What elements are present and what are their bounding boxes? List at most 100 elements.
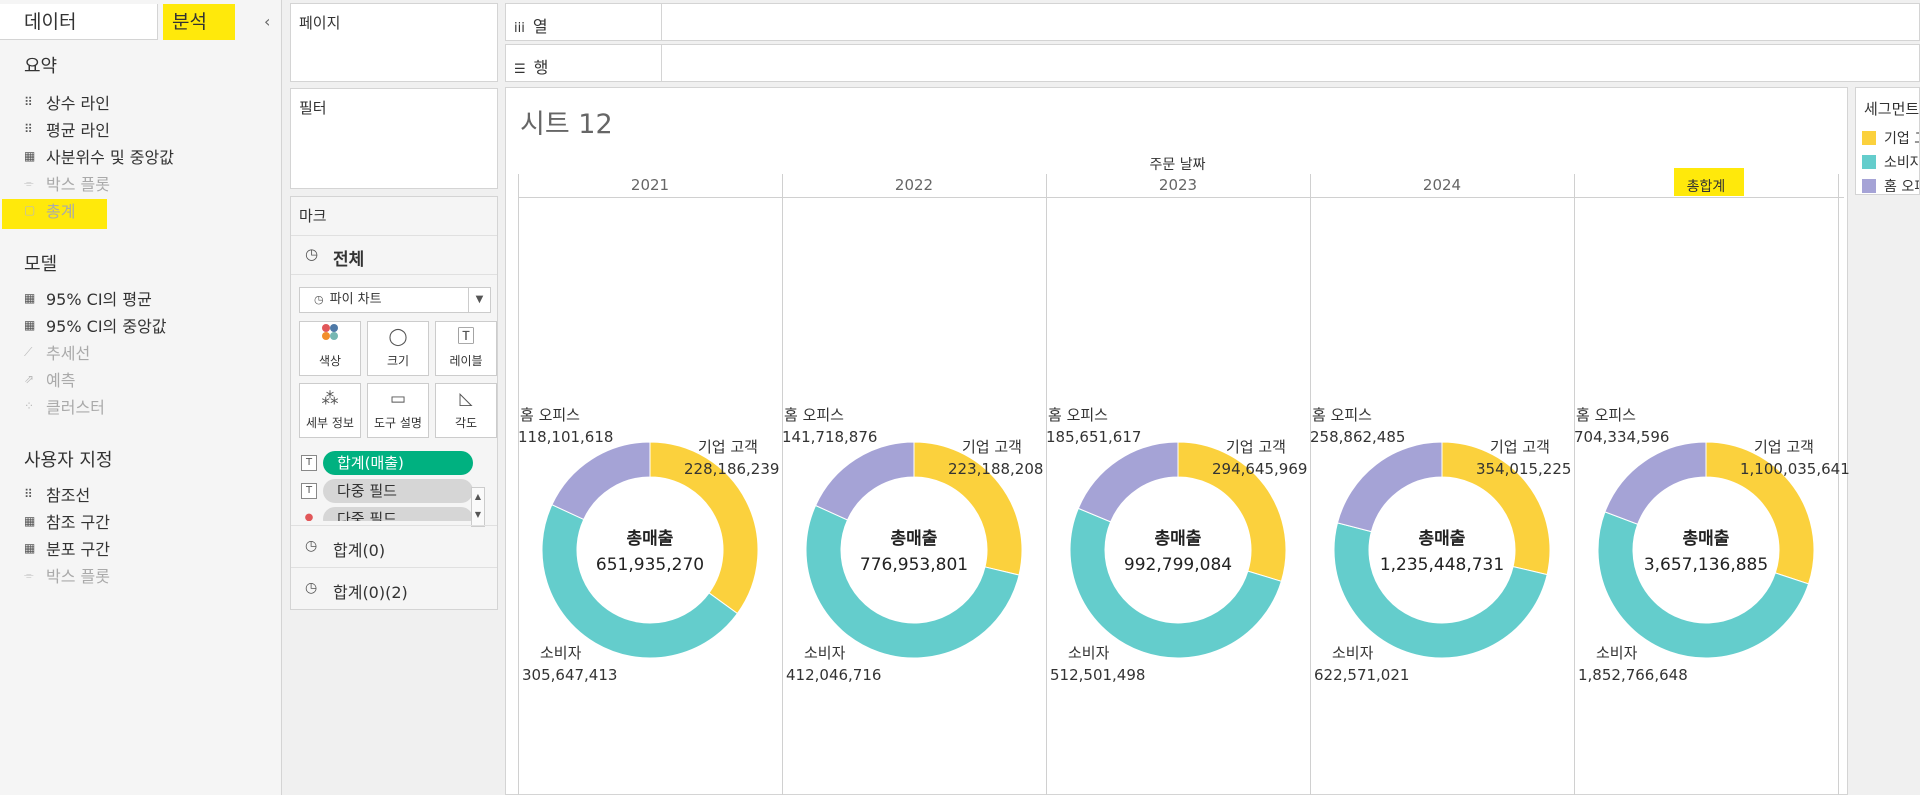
column-header[interactable]: 총합계 xyxy=(1686,179,1726,195)
legend-item[interactable]: 기업 고객 xyxy=(1862,128,1919,148)
analytics-item[interactable]: ▦ 참조 구간 xyxy=(24,509,110,533)
angle-icon: ◺ xyxy=(459,389,473,409)
mark-type-dropdown[interactable]: ◷ 파이 차트 ▼ xyxy=(299,287,491,313)
analytics-item[interactable]: ⌯ 박스 플롯 xyxy=(24,171,110,195)
measure-tab[interactable]: ◷ 합계(0) xyxy=(291,525,497,567)
legend-swatch xyxy=(1862,131,1876,145)
legend-item-label: 기업 고객 xyxy=(1884,131,1919,147)
slice-category-label: 소비자 xyxy=(1332,644,1374,662)
donut-slice[interactable] xyxy=(1077,441,1179,523)
donut-slice[interactable] xyxy=(541,504,739,659)
rows-shelf-text: 행 xyxy=(533,58,549,77)
donut-slice[interactable] xyxy=(649,441,759,615)
analytics-item[interactable]: ⌯ 박스 플롯 xyxy=(24,563,110,587)
column-header[interactable]: 2021 xyxy=(630,176,670,194)
ci-median-icon: ▦ xyxy=(24,318,36,332)
pie-mark-icon: ◷ xyxy=(305,580,318,596)
column-pill[interactable]: 합계(0) xyxy=(869,8,1067,36)
analytics-item-label: 추세선 xyxy=(46,344,91,363)
color-legend[interactable]: 세그먼트 기업 고객 소비자 홈 오피스 xyxy=(1855,87,1920,195)
detail-button-label: 세부 정보 xyxy=(306,416,354,430)
column-pill-label: 합계(0) xyxy=(1083,13,1132,31)
mark-field-row: T 다중 필드 xyxy=(301,479,491,503)
column-header[interactable]: 2022 xyxy=(894,176,934,194)
column-pill[interactable]: ⊞ 년(주문 날짜) xyxy=(663,8,867,36)
legend-item[interactable]: 홈 오피스 xyxy=(1862,176,1919,194)
tooltip-button[interactable]: ▭ 도구 설명 xyxy=(367,383,429,438)
column-divider xyxy=(518,174,519,795)
analytics-item[interactable]: ▦ 사분위수 및 중앙값 xyxy=(24,144,174,168)
donut-center-total: 1,235,448,731 xyxy=(1380,555,1504,575)
ci-mean-icon: ▦ xyxy=(24,291,36,305)
columns-shelf[interactable]: iii 열 ⊞ 년(주문 날짜) 합계(0) 합계(0) xyxy=(505,3,1920,41)
sheet-title[interactable]: 시트 12 xyxy=(520,109,613,140)
donut-slice[interactable] xyxy=(1597,511,1810,659)
column-header[interactable]: 2023 xyxy=(1158,176,1198,194)
legend-item[interactable]: 소비자 xyxy=(1862,152,1919,172)
marks-all-label: 전체 xyxy=(333,250,365,270)
analytics-item-label: 예측 xyxy=(46,371,76,390)
detail-button[interactable]: ⁂ 세부 정보 xyxy=(299,383,361,438)
tab-data[interactable]: 데이터 xyxy=(0,4,158,40)
angle-button[interactable]: ◺ 각도 xyxy=(435,383,497,438)
rows-icon: ☰ xyxy=(514,62,526,77)
box-plot-icon: ⌯ xyxy=(24,567,34,582)
donut-slice[interactable] xyxy=(1336,441,1443,533)
slice-category-label: 홈 오피스 xyxy=(1576,406,1636,424)
donut-slice[interactable] xyxy=(814,441,915,521)
marks-scrollbar[interactable]: ▲ ▼ xyxy=(471,487,485,527)
chevron-down-icon[interactable]: ▼ xyxy=(468,288,490,312)
tab-analysis[interactable]: 분석 xyxy=(163,4,235,40)
analytics-item[interactable]: ⟋ 추세선 xyxy=(24,340,90,364)
slice-value-label: 228,186,239 xyxy=(684,460,779,478)
analytics-item[interactable]: ▦ 95% CI의 평균 xyxy=(24,286,152,310)
analytics-item[interactable]: ▦ 95% CI의 중앙값 xyxy=(24,313,167,337)
donut-slice[interactable] xyxy=(1069,507,1282,659)
column-pill-label: 년(주문 날짜) xyxy=(693,13,779,31)
label-icon: T xyxy=(301,483,317,499)
analytics-item[interactable]: ⠿ 참조선 xyxy=(24,482,90,506)
quartile-icon: ▦ xyxy=(24,149,36,163)
label-button-label: 레이블 xyxy=(449,354,483,368)
filters-card[interactable]: 필터 xyxy=(290,88,498,189)
slice-value-label: 704,334,596 xyxy=(1574,428,1669,446)
donut-slice[interactable] xyxy=(1604,441,1707,525)
measure-tab[interactable]: ◷ 합계(0)(2) xyxy=(291,567,497,609)
average-line-icon: ⠿ xyxy=(24,122,33,136)
angle-button-label: 각도 xyxy=(454,416,478,430)
slice-value-label: 412,046,716 xyxy=(786,666,881,684)
marks-all-tab[interactable]: ◷ 전체 xyxy=(291,235,497,275)
color-button[interactable]: 색상 xyxy=(299,321,361,376)
column-pill[interactable]: 합계(0) xyxy=(1069,8,1267,36)
slice-category-label: 소비자 xyxy=(804,644,846,662)
collapse-pane-icon[interactable]: ‹ xyxy=(264,12,271,31)
legend-swatch xyxy=(1862,179,1876,193)
analytics-item[interactable]: ⇗ 예측 xyxy=(24,367,75,391)
rows-shelf[interactable]: ☰ 행 xyxy=(505,44,1920,82)
analytics-item[interactable]: ▦ 분포 구간 xyxy=(24,536,110,560)
donut-slice[interactable] xyxy=(1333,522,1548,659)
highlight-marker xyxy=(2,199,107,229)
analytics-item[interactable]: ⠿ 상수 라인 xyxy=(24,90,110,114)
pages-card[interactable]: 페이지 xyxy=(290,3,498,82)
columns-shelf-text: 열 xyxy=(532,17,548,36)
analytics-item-label: 95% CI의 평균 xyxy=(46,290,152,309)
label-button[interactable]: 🅃 레이블 xyxy=(435,321,497,376)
slice-category-label: 기업 고객 xyxy=(1490,438,1550,456)
column-header[interactable]: 2024 xyxy=(1422,176,1462,194)
donut-center-title: 총매출 xyxy=(1683,529,1730,549)
analytics-item[interactable]: ⁘ 클러스터 xyxy=(24,394,105,418)
analytics-item[interactable]: ▢ 총계 xyxy=(24,198,75,222)
shelf-divider xyxy=(661,4,662,40)
donut-slice[interactable] xyxy=(805,504,1020,659)
size-button[interactable]: ◯ 크기 xyxy=(367,321,429,376)
column-divider xyxy=(782,174,783,795)
donut-slice[interactable] xyxy=(551,441,651,521)
mark-field-pill[interactable]: 다중 필드 xyxy=(323,507,473,521)
mark-field-pill[interactable]: 다중 필드 xyxy=(323,479,473,503)
mark-field-pill[interactable]: 합계(매출) xyxy=(323,451,473,475)
slice-value-label: 1,100,035,641 xyxy=(1740,460,1849,478)
slice-category-label: 기업 고객 xyxy=(962,438,1022,456)
donut-center-title: 총매출 xyxy=(1419,529,1466,549)
analytics-item[interactable]: ⠿ 평균 라인 xyxy=(24,117,110,141)
